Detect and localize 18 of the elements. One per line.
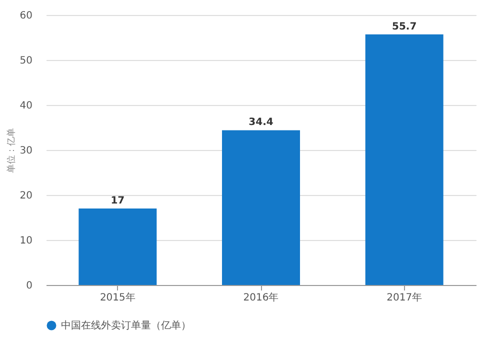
legend-label: 中国在线外卖订单量（亿单） <box>61 320 191 332</box>
y-tick-label: 50 <box>20 56 32 66</box>
y-tick-label: 30 <box>20 146 32 156</box>
y-tick-label: 10 <box>20 236 32 246</box>
x-tick-label: 2017年 <box>386 292 422 304</box>
bar <box>365 34 444 285</box>
y-axis-title: 单位：亿单 <box>6 128 17 173</box>
y-tick-label: 60 <box>20 10 32 22</box>
data-label: 17 <box>110 196 125 206</box>
y-tick-label: 20 <box>20 190 32 202</box>
x-tick-label: 2015年 <box>100 292 136 304</box>
y-tick-label: 40 <box>20 100 32 112</box>
bar <box>222 130 300 285</box>
x-tick-label: 2016年 <box>243 292 279 304</box>
y-tick-label: 0 <box>26 280 32 292</box>
data-label: 55.7 <box>392 21 417 32</box>
data-label: 34.4 <box>248 117 274 128</box>
bar <box>78 208 157 285</box>
